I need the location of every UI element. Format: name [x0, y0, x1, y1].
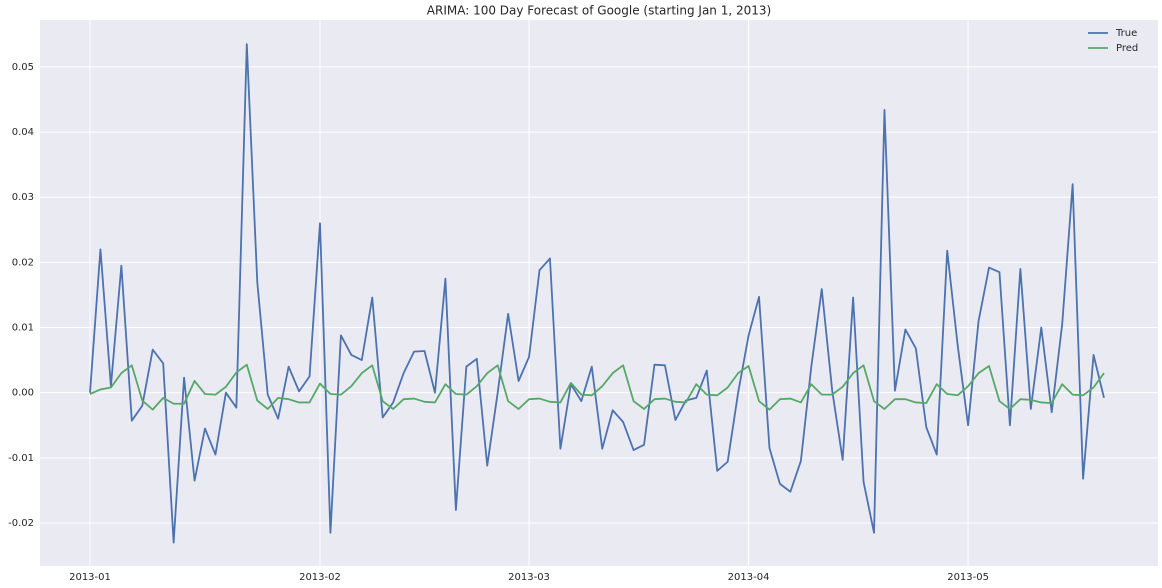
y-tick-label: 0.04	[12, 127, 34, 138]
data-line	[89, 43, 1105, 544]
x-tick-label: 2013-02	[299, 572, 341, 583]
data-line	[89, 363, 1105, 411]
x-tick-label: 2013-05	[947, 572, 989, 583]
legend-label: Pred	[1116, 43, 1138, 54]
y-tick-label: 0.02	[12, 257, 34, 268]
y-tick-label: -0.01	[8, 453, 34, 464]
x-tick-label: 2013-04	[728, 572, 770, 583]
plot-area	[40, 20, 1158, 566]
x-tick-label: 2013-03	[508, 572, 550, 583]
chart-title: ARIMA: 100 Day Forecast of Google (start…	[427, 4, 771, 18]
y-tick-label: 0.05	[12, 62, 34, 73]
x-tick-label: 2013-01	[69, 572, 111, 583]
legend-label: True	[1115, 28, 1137, 39]
y-tick-label: 0.01	[12, 323, 34, 334]
y-tick-label: -0.02	[8, 518, 34, 529]
y-tick-label: 0.00	[12, 388, 34, 399]
y-tick-label: 0.03	[12, 192, 34, 203]
